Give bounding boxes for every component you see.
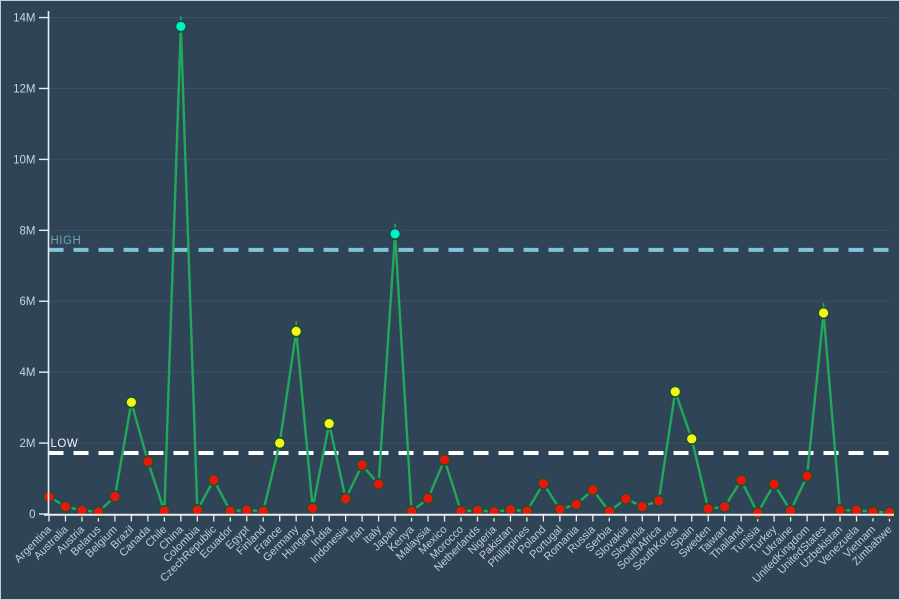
data-point-Taiwan <box>718 500 731 514</box>
data-point-Malaysia <box>421 492 435 505</box>
data-point-Belgium <box>108 490 122 503</box>
data-point-Thailand <box>734 474 748 487</box>
data-point-India <box>322 417 336 430</box>
data-point-Poland <box>537 477 550 490</box>
data-point-Turkey <box>767 478 781 491</box>
data-point-Australia <box>59 500 72 513</box>
data-point-Zimbabwe <box>883 506 896 519</box>
data-point-Germany <box>290 325 303 338</box>
high-reference-label: HIGH <box>51 235 82 247</box>
data-point-Pakistan <box>504 503 517 516</box>
data-point-Uzbekistan <box>833 504 847 517</box>
data-point-CzechRepublic <box>207 473 221 487</box>
data-point-SouthKorea <box>669 385 682 398</box>
data-point-France <box>273 436 286 450</box>
series-line <box>48 25 890 515</box>
data-point-Spain <box>685 432 698 446</box>
data-point-Romania <box>570 498 583 511</box>
data-point-Netherlands <box>471 504 484 517</box>
data-point-UnitedKingdom <box>800 469 814 483</box>
data-point-UnitedStates <box>817 306 830 320</box>
data-point-Sweden <box>701 502 715 515</box>
y-tick-label: 14M <box>13 13 35 25</box>
y-tick-label: 4M <box>20 367 36 379</box>
data-point-Iran <box>355 458 369 472</box>
data-point-Slovenia <box>636 500 649 513</box>
data-point-Japan <box>388 227 402 241</box>
y-tick-label: 12M <box>13 83 35 95</box>
data-point-Portugal <box>553 503 567 516</box>
low-reference-label: LOW <box>51 438 79 450</box>
data-point-Indonesia <box>339 492 352 505</box>
data-point-Tunisia <box>751 506 764 520</box>
data-point-Austria <box>75 504 89 517</box>
y-tick-label: 8M <box>20 225 36 237</box>
y-tick-label: 2M <box>20 438 36 450</box>
data-point-Brazil <box>125 396 138 409</box>
y-tick-label: 6M <box>20 296 36 308</box>
data-point-Canada <box>141 455 155 468</box>
data-point-Mexico <box>438 453 451 466</box>
data-point-Hungary <box>306 502 319 515</box>
data-point-Ukraine <box>784 504 797 518</box>
data-point-Italy <box>372 478 385 491</box>
y-tick-label: 10M <box>13 154 35 166</box>
data-point-Russia <box>586 483 600 497</box>
y-tick-label: 0 <box>29 509 35 521</box>
data-point-Slovakia <box>619 492 632 505</box>
data-point-SouthAfrica <box>652 494 665 508</box>
data-point-China <box>174 20 188 33</box>
